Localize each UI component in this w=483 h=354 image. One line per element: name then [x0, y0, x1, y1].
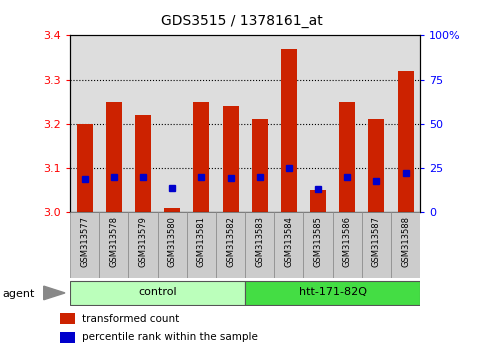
Bar: [70, 281, 245, 305]
Bar: [193, 102, 209, 212]
Bar: [157, 212, 187, 278]
Bar: [252, 120, 268, 212]
Bar: [216, 212, 245, 278]
Text: GSM313579: GSM313579: [139, 216, 147, 267]
Text: transformed count: transformed count: [82, 314, 179, 324]
Text: agent: agent: [2, 289, 35, 299]
Text: GSM313585: GSM313585: [313, 216, 323, 267]
Bar: [333, 212, 362, 278]
Bar: [77, 124, 93, 212]
Bar: [303, 212, 333, 278]
Bar: [128, 212, 157, 278]
Text: GSM313581: GSM313581: [197, 216, 206, 267]
Bar: [245, 281, 420, 305]
Bar: [223, 106, 239, 212]
Bar: [135, 115, 151, 212]
Bar: [391, 212, 420, 278]
Bar: [245, 212, 274, 278]
Text: GDS3515 / 1378161_at: GDS3515 / 1378161_at: [161, 14, 322, 28]
Text: GSM313587: GSM313587: [372, 216, 381, 267]
Bar: [60, 313, 75, 324]
Text: control: control: [138, 287, 177, 297]
Text: GSM313582: GSM313582: [226, 216, 235, 267]
Bar: [339, 102, 355, 212]
Bar: [281, 48, 297, 212]
Bar: [369, 120, 384, 212]
Bar: [362, 212, 391, 278]
Bar: [274, 212, 303, 278]
Text: htt-171-82Q: htt-171-82Q: [298, 287, 367, 297]
Text: GSM313578: GSM313578: [109, 216, 118, 267]
Bar: [164, 208, 180, 212]
Bar: [398, 71, 413, 212]
Text: GSM313588: GSM313588: [401, 216, 410, 267]
Bar: [60, 332, 75, 343]
Text: GSM313586: GSM313586: [343, 216, 352, 267]
Bar: [99, 212, 128, 278]
Bar: [310, 190, 326, 212]
Bar: [70, 212, 99, 278]
Text: GSM313580: GSM313580: [168, 216, 177, 267]
Text: GSM313577: GSM313577: [80, 216, 89, 267]
Text: percentile rank within the sample: percentile rank within the sample: [82, 332, 258, 342]
Text: GSM313584: GSM313584: [284, 216, 293, 267]
Polygon shape: [44, 286, 65, 300]
Bar: [187, 212, 216, 278]
Text: GSM313583: GSM313583: [255, 216, 264, 267]
Bar: [106, 102, 122, 212]
